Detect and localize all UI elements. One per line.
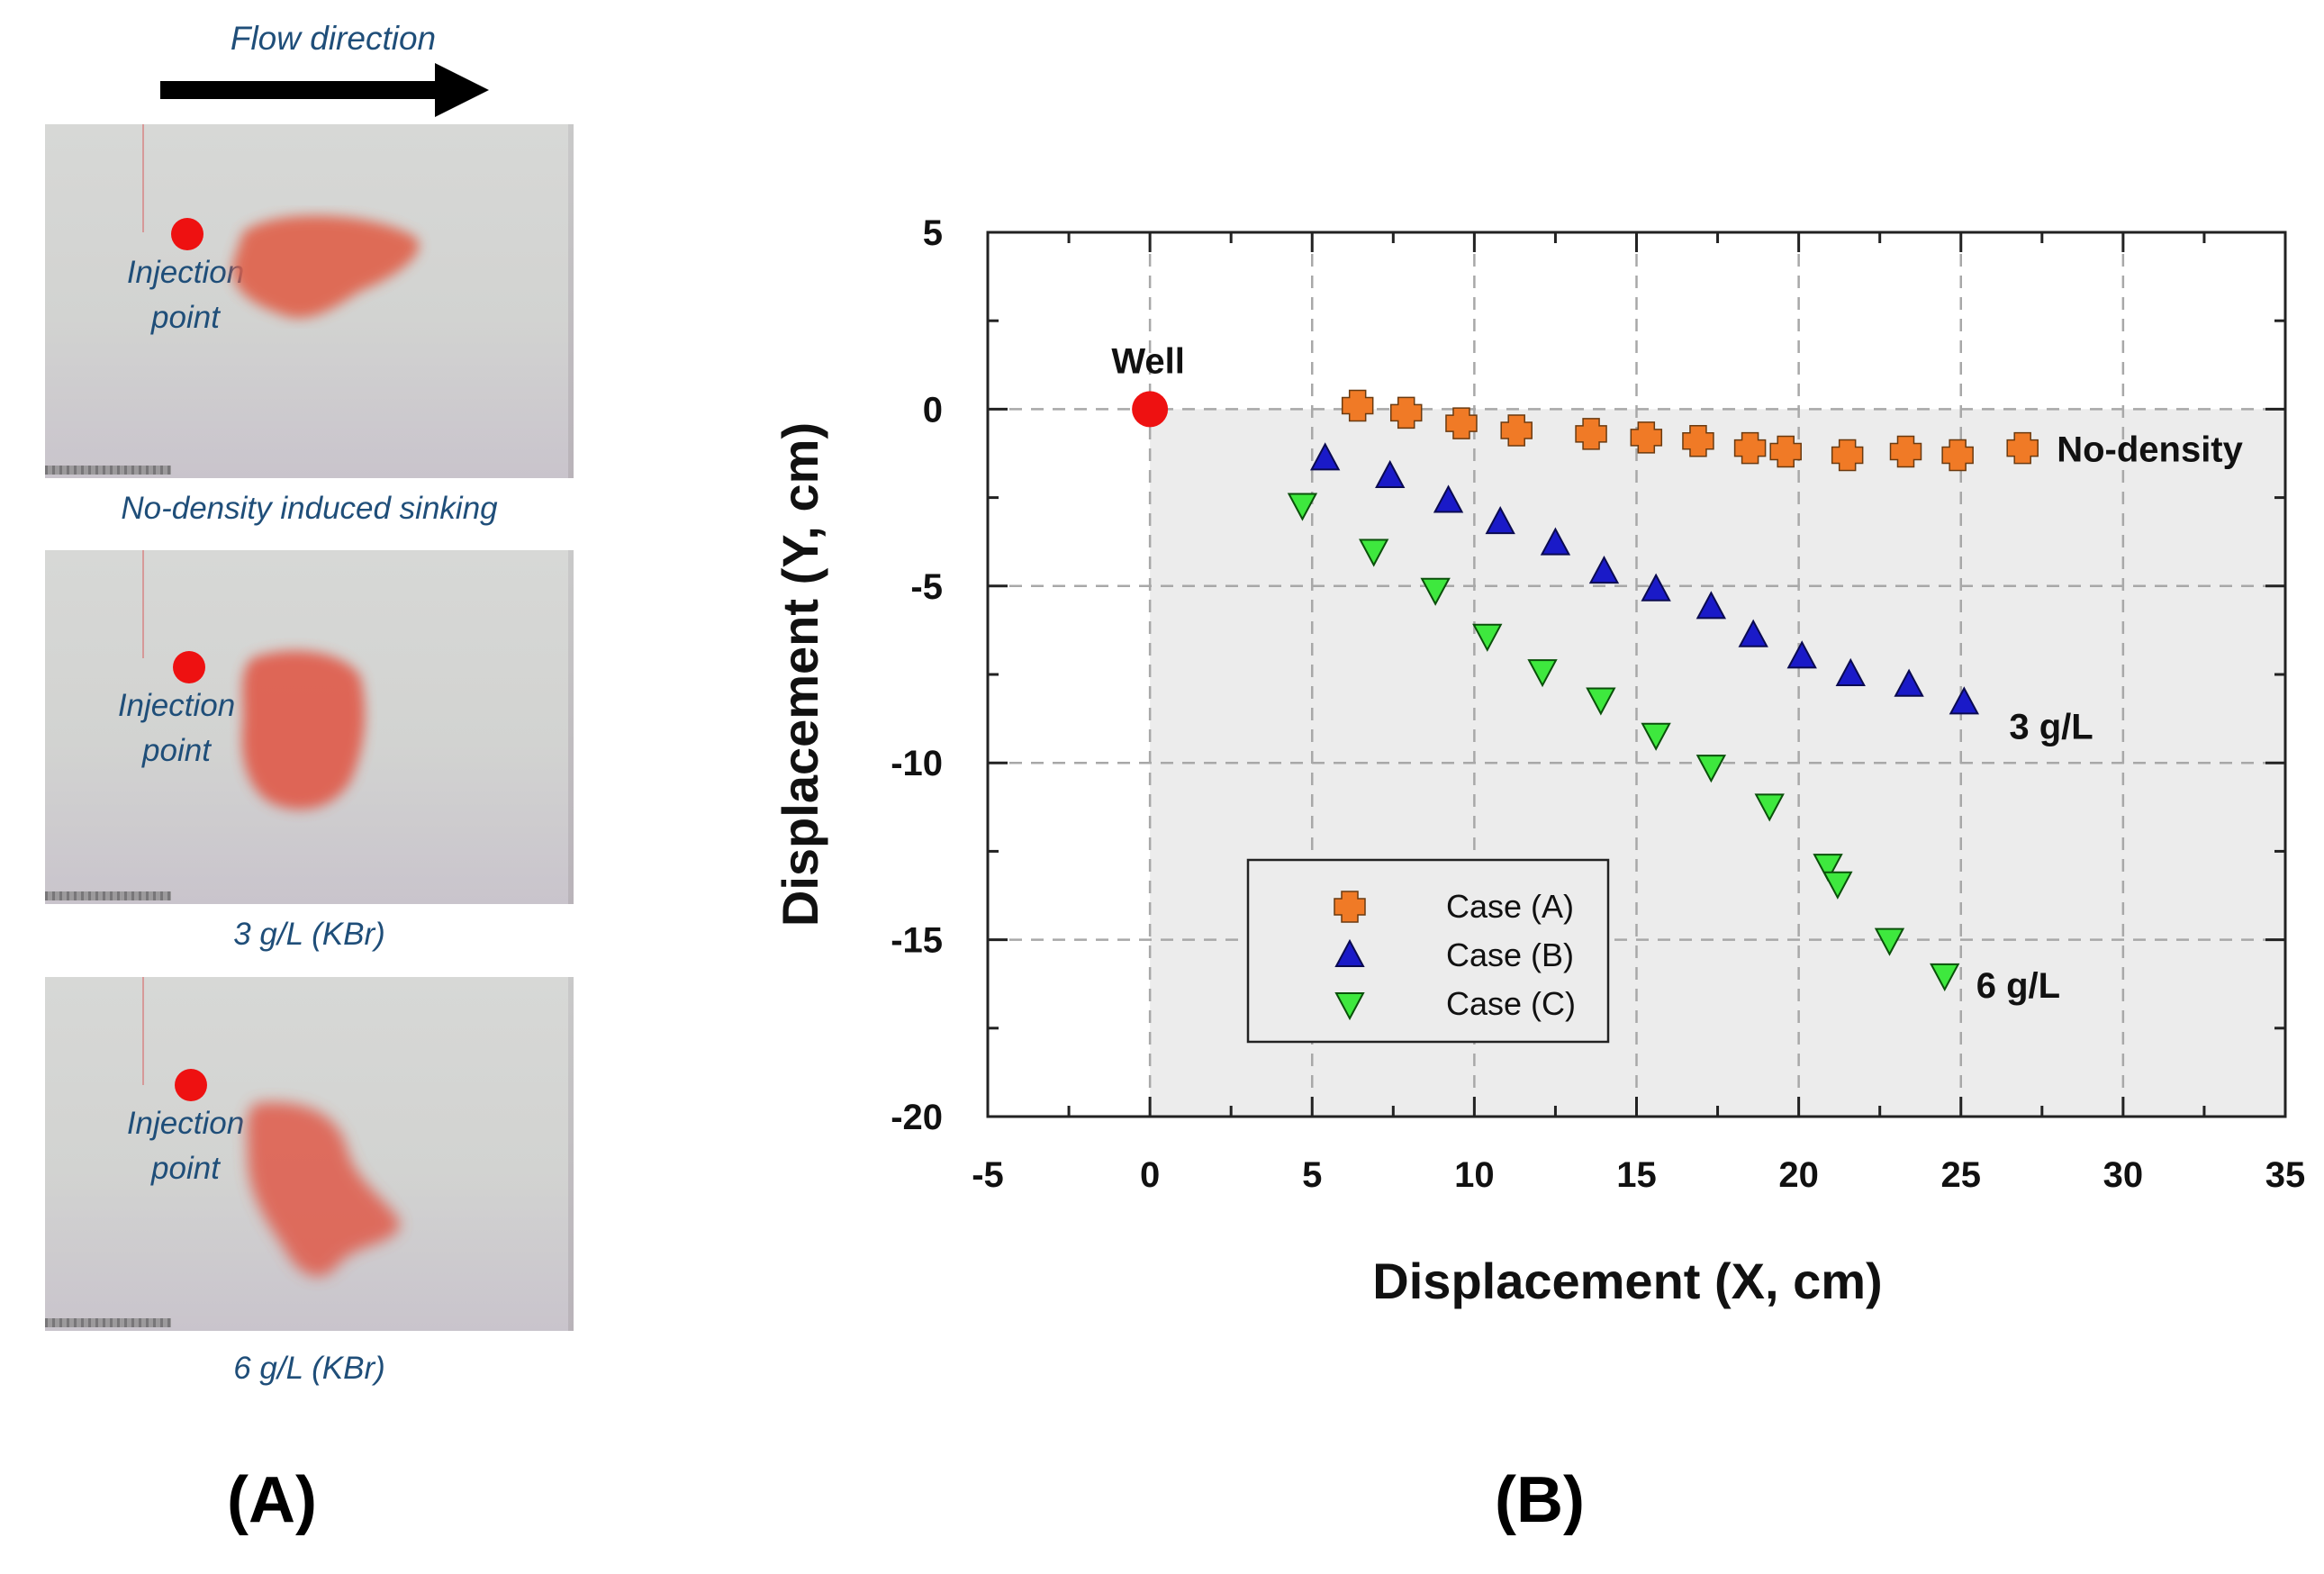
panel-label-b: (B) [1495, 1464, 1585, 1536]
data-point-case-c [1420, 577, 1451, 606]
data-point-case-a [2006, 431, 2039, 465]
legend-marker-case-a [1334, 891, 1366, 923]
data-point-case-b [1485, 505, 1515, 535]
tracer-plume [247, 1102, 401, 1277]
data-point-case-a [1389, 396, 1423, 430]
data-point-case-b [1949, 686, 1980, 715]
data-point-case-c [1813, 854, 1843, 882]
injection-point-marker [175, 1069, 207, 1101]
data-point-case-b [1835, 657, 1866, 686]
data-point-case-b [1433, 484, 1464, 513]
data-point-case-b [1786, 640, 1817, 669]
data-point-case-a [1889, 435, 1922, 468]
panel-a: Flow direction Injection point No-densit… [0, 0, 630, 1574]
legend-label-case-a: Case (A) [1446, 888, 1574, 925]
experiment-photo-no-density: Injection point [45, 124, 574, 478]
photo-caption-6gl: 6 g/L (KBr) [233, 1351, 385, 1386]
data-point-case-a [1682, 425, 1714, 457]
data-point-case-b [1641, 573, 1671, 602]
data-point-case-c [1822, 871, 1853, 900]
data-point-case-a [1630, 421, 1663, 454]
data-point-case-a [1575, 418, 1607, 450]
injection-needle [142, 977, 144, 1085]
scale-ruler [45, 891, 171, 900]
data-point-case-c [1696, 755, 1727, 783]
x-tick-label: 30 [2103, 1155, 2144, 1195]
well-label: Well [1111, 341, 1185, 381]
x-tick-label: 15 [1616, 1155, 1657, 1195]
data-point-case-c [1359, 538, 1389, 567]
legend-marker-case-c [1334, 992, 1365, 1021]
well-marker [1132, 391, 1169, 428]
injection-point-marker [171, 218, 203, 250]
legend-box [1246, 858, 1610, 1044]
data-point-case-b [1696, 591, 1727, 620]
injection-point-label: Injection point [126, 1106, 245, 1186]
data-point-case-b [1375, 459, 1406, 489]
scale-ruler [45, 1318, 171, 1327]
panel-label-a: (A) [227, 1464, 317, 1536]
data-point-case-a [1500, 414, 1533, 447]
y-tick-label: -15 [891, 921, 943, 961]
data-point-case-a [1831, 439, 1864, 472]
data-point-case-a [1445, 407, 1478, 439]
data-point-case-c [1586, 687, 1616, 716]
y-tick-label: -20 [891, 1098, 943, 1137]
data-point-case-c [1287, 493, 1318, 521]
data-point-case-c [1527, 659, 1558, 688]
data-point-case-b [1309, 442, 1341, 471]
x-tick-label: 35 [2265, 1155, 2306, 1195]
photo-caption-3gl: 3 g/L (KBr) [233, 917, 385, 952]
flow-direction-label: Flow direction [230, 20, 437, 57]
data-point-case-c [1874, 927, 1905, 956]
y-tick-label: -10 [891, 744, 943, 783]
experiment-photo-6gl: Injection point [45, 977, 574, 1331]
data-point-case-b [1588, 555, 1620, 584]
y-tick-label: 5 [923, 213, 943, 253]
legend-label-case-b: Case (B) [1446, 936, 1574, 973]
tracer-plume [232, 215, 420, 319]
legend-marker-case-b [1334, 938, 1365, 967]
experiment-photo-3gl: Injection point [45, 550, 574, 904]
data-point-case-c [1754, 793, 1785, 822]
y-tick-label: -5 [910, 567, 943, 607]
photo-caption-no-density: No-density induced sinking [121, 491, 498, 526]
data-point-case-a [1769, 435, 1802, 468]
series-annotation-case-c: 6 g/L [1976, 966, 2060, 1006]
x-tick-label: -5 [972, 1155, 1004, 1195]
data-point-case-c [1930, 963, 1960, 991]
y-tick-label: 0 [923, 390, 943, 430]
x-tick-label: 5 [1302, 1155, 1322, 1195]
tracer-plume [241, 650, 366, 810]
data-point-case-b [1540, 527, 1571, 556]
data-point-case-a [1941, 439, 1974, 472]
injection-point-marker [173, 651, 205, 683]
scale-ruler [45, 466, 171, 475]
series-annotation-case-a: No-density [2057, 430, 2243, 470]
injection-point-label: Injection point [117, 688, 236, 768]
x-tick-label: 10 [1454, 1155, 1495, 1195]
series-annotation-case-b: 3 g/L [2009, 707, 2093, 746]
injection-needle [142, 124, 144, 232]
injection-needle [142, 550, 144, 658]
flow-direction-arrow-icon [160, 63, 489, 117]
x-tick-label: 20 [1778, 1155, 1819, 1195]
data-point-case-b [1738, 619, 1768, 647]
y-axis-label: Displacement (Y, cm) [772, 422, 828, 927]
data-point-case-a [1733, 431, 1767, 465]
injection-point-label: Injection point [126, 255, 245, 335]
legend-label-case-c: Case (C) [1446, 985, 1576, 1022]
x-tick-label: 25 [1941, 1155, 1982, 1195]
data-point-case-b [1894, 668, 1924, 697]
x-tick-label: 0 [1140, 1155, 1160, 1195]
data-point-case-a [1341, 389, 1374, 422]
data-point-case-c [1472, 623, 1503, 652]
x-axis-label: Displacement (X, cm) [1372, 1253, 1882, 1309]
data-point-case-c [1641, 722, 1671, 751]
